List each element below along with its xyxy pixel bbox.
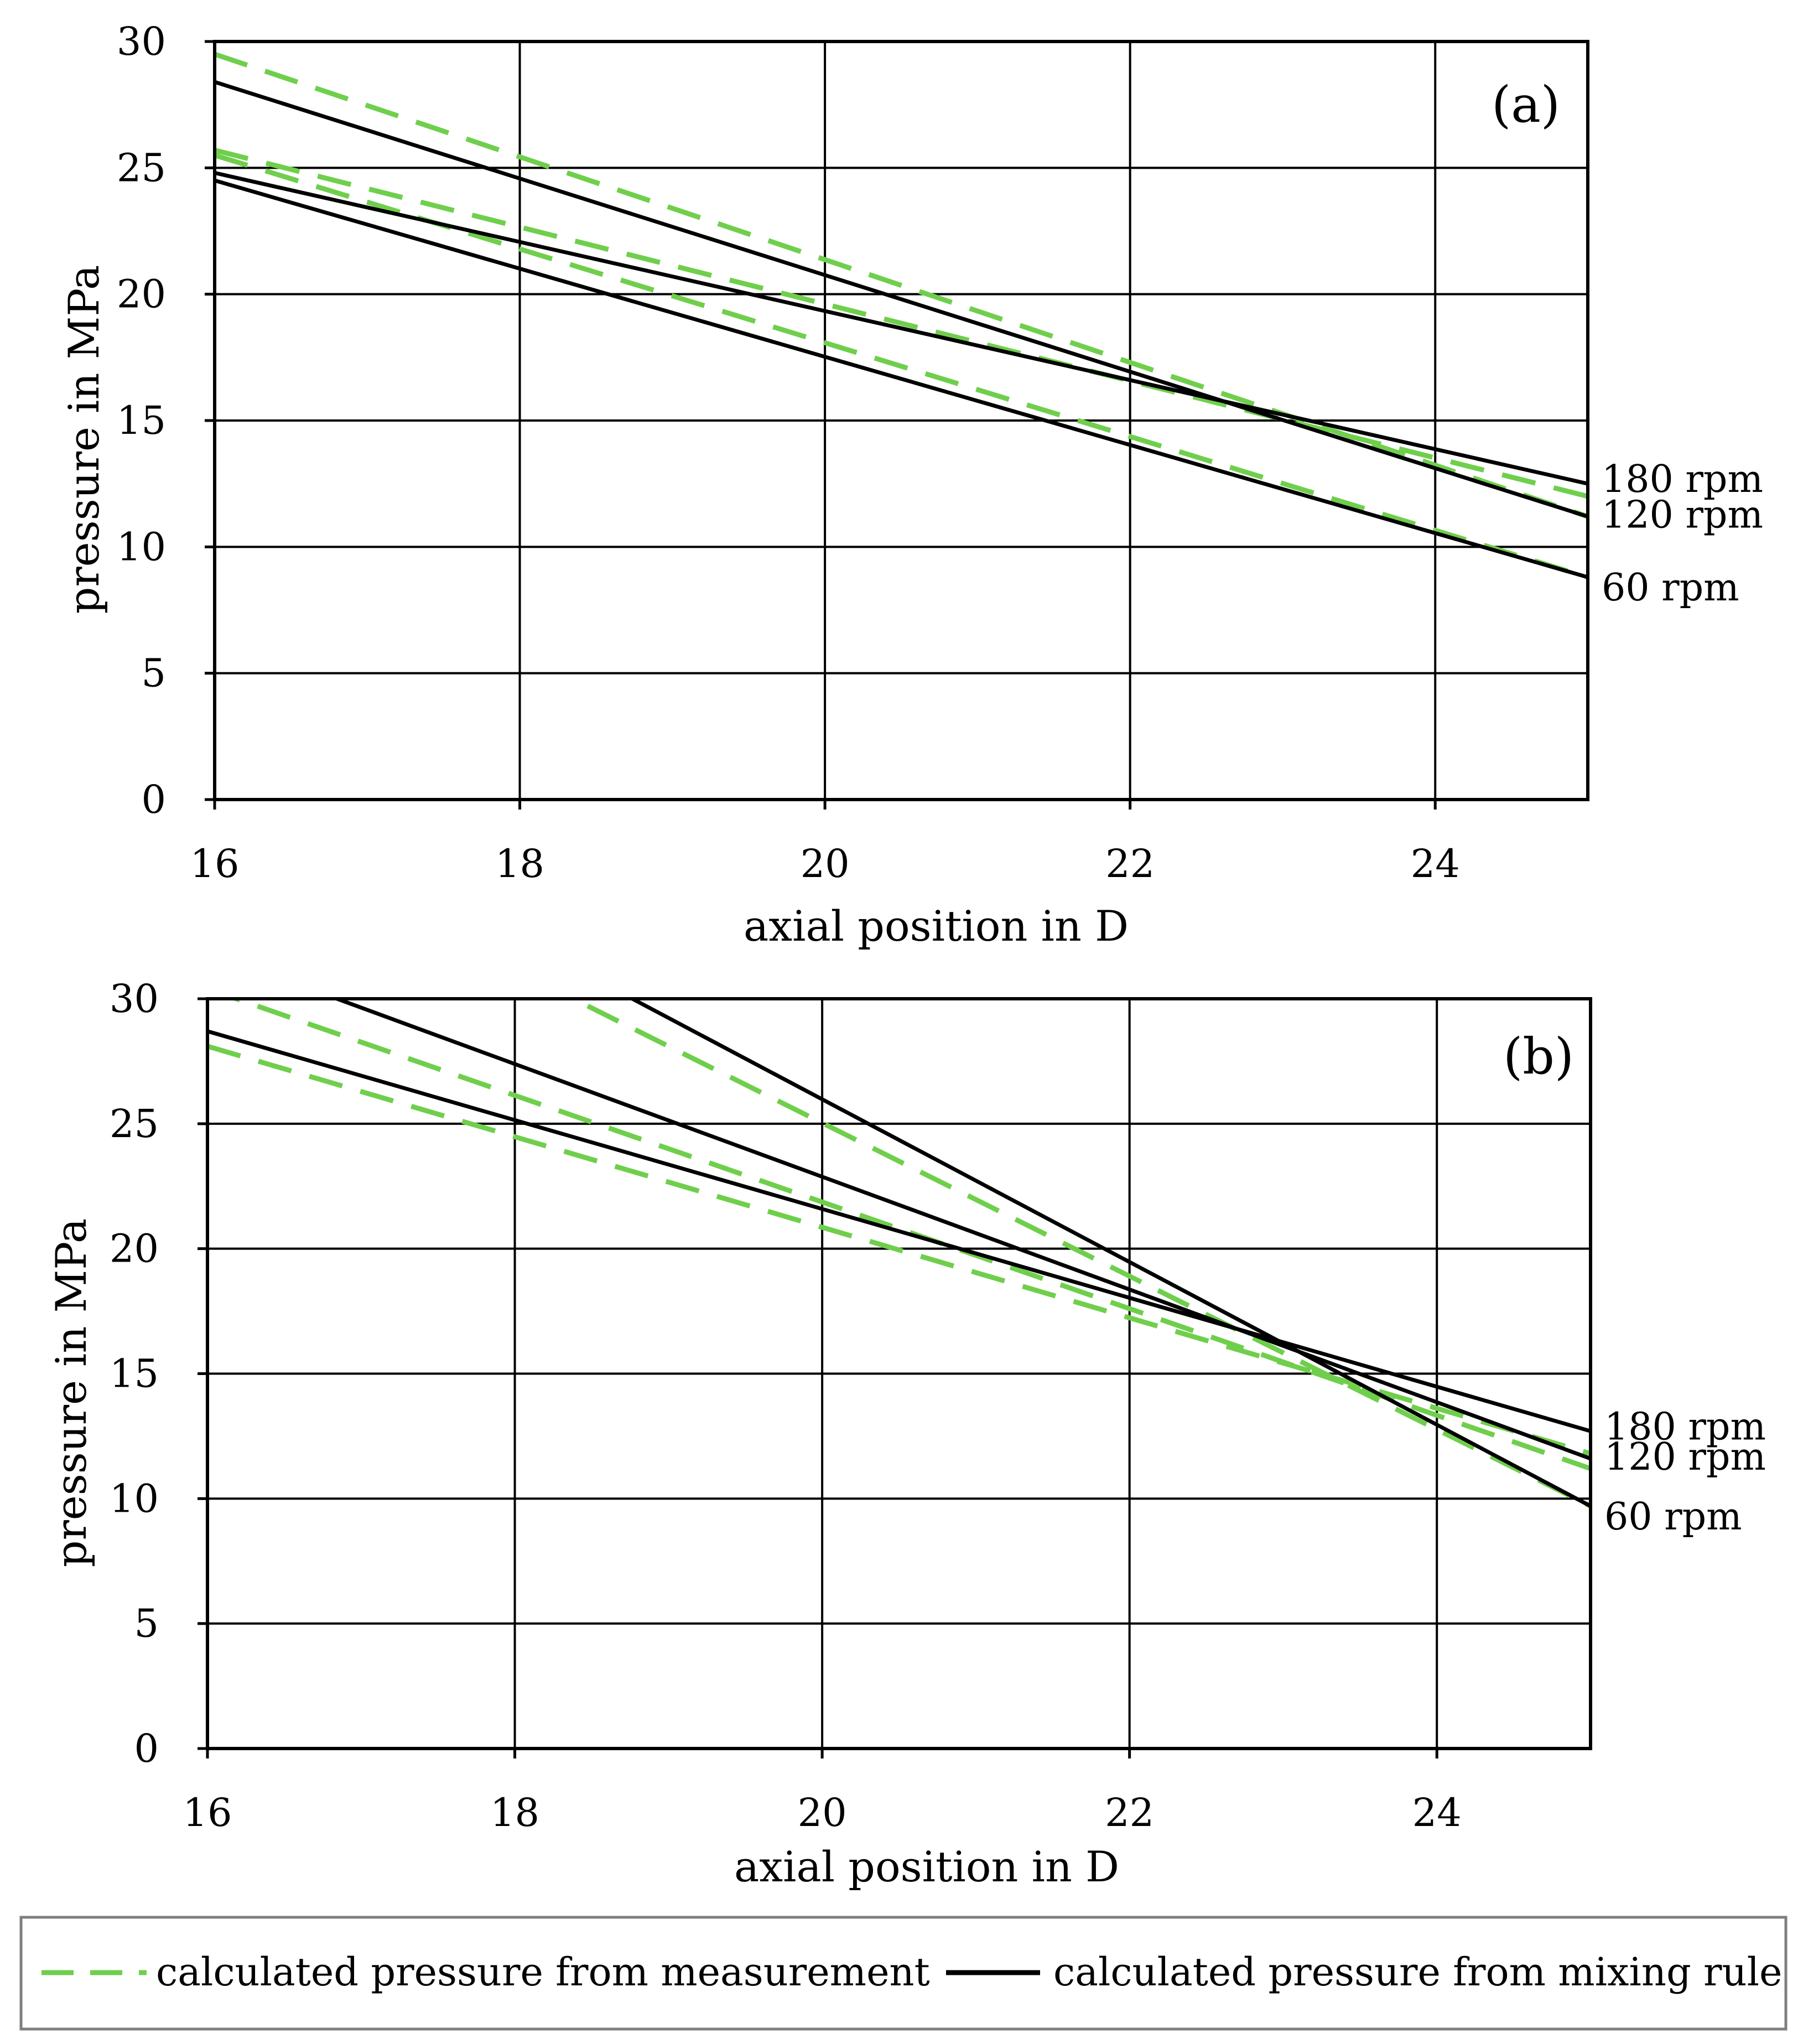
panel-a-series-mixing-rule-180-rpm xyxy=(215,171,1588,486)
panel-b-x-axis-title: axial position in D xyxy=(734,1842,1119,1891)
panel-a-label: (a) xyxy=(1492,76,1560,134)
panel-b-series-mixing-rule-60-rpm xyxy=(628,999,1591,1508)
panel-b-label: (b) xyxy=(1503,1028,1574,1086)
panel-b-grid xyxy=(207,998,1591,1749)
legend: calculated pressure from measurement cal… xyxy=(19,1916,1788,2031)
panel-a-series-mixing-rule-60-rpm xyxy=(215,178,1588,579)
panel-a-x-tick-label: 16 xyxy=(190,841,239,886)
panel-a-series-mixing-rule-120-rpm xyxy=(215,80,1588,518)
panel-b-series-mixing-rule-120-rpm xyxy=(331,999,1591,1461)
panel-a-y-axis-title: pressure in MPa xyxy=(59,265,108,614)
panel-a-x-ticks: 16 18 20 22 24 xyxy=(190,800,1460,886)
panel-a-x-tick-label: 24 xyxy=(1411,841,1460,886)
panel-a-series-measurement-180-rpm xyxy=(215,148,1588,499)
panel-b-x-ticks: 16 18 20 22 24 xyxy=(183,1749,1462,1835)
panel-b-y-tick-label: 15 xyxy=(110,1351,159,1397)
panel-b-x-tick-label: 24 xyxy=(1412,1790,1462,1835)
panel-b-x-tick-label: 16 xyxy=(183,1790,232,1835)
panel-b-y-tick-label: 30 xyxy=(110,976,159,1021)
panel-a-x-tick-label: 20 xyxy=(801,841,850,886)
panel-a-series-measurement-120-rpm xyxy=(215,51,1588,519)
panel-a-x-tick-label: 18 xyxy=(495,841,544,886)
panel-b-series-measurement-120-rpm xyxy=(228,999,1591,1471)
panel-a-y-tick-label: 5 xyxy=(141,651,166,696)
legend-measurement-label: calculated pressure from measurement xyxy=(156,1949,930,1995)
panel-b-series-measurement-180-rpm xyxy=(207,1044,1591,1456)
panel-a-y-tick-label: 30 xyxy=(117,19,166,64)
panel-a-y-tick-label: 15 xyxy=(117,398,166,443)
panel-b-series-mixing-rule-180-rpm xyxy=(207,1029,1591,1433)
panel-b-x-tick-label: 18 xyxy=(490,1790,539,1835)
panel-b-y-ticks: 0 5 10 15 20 25 30 xyxy=(110,976,207,1771)
panel-b-rpm-label: 180 rpm xyxy=(1604,1405,1766,1449)
panel-a-y-tick-label: 20 xyxy=(117,272,166,317)
panel-a-x-tick-label: 22 xyxy=(1105,841,1155,886)
panel-b-y-tick-label: 25 xyxy=(110,1101,159,1146)
panel-b-series xyxy=(207,999,1591,1508)
panel-a-rpm-label: 120 rpm xyxy=(1602,494,1763,537)
panel-a-rpm-label: 60 rpm xyxy=(1602,566,1739,610)
panel-b-rpm-label: 60 rpm xyxy=(1604,1495,1742,1539)
panel-b-y-tick-label: 0 xyxy=(134,1726,159,1771)
panel-b-rpm-label: 120 rpm xyxy=(1604,1435,1766,1479)
panel-b-y-tick-label: 10 xyxy=(110,1476,159,1521)
legend-box xyxy=(19,1916,1788,2031)
panel-a-x-axis-title: axial position in D xyxy=(744,901,1129,951)
panel-a-y-ticks: 0 5 10 15 20 25 30 xyxy=(117,19,215,822)
panel-a-series xyxy=(215,51,1588,580)
panel-a-y-tick-label: 0 xyxy=(141,777,166,822)
panel-b-x-tick-label: 22 xyxy=(1105,1790,1154,1835)
legend-mixing-label: calculated pressure from mixing rule xyxy=(1053,1949,1782,1995)
panel-b-y-tick-label: 5 xyxy=(134,1601,159,1646)
panel-b-x-tick-label: 20 xyxy=(798,1790,847,1835)
panel-b-y-axis-title: pressure in MPa xyxy=(46,1218,96,1568)
panel-b-series-measurement-60-rpm xyxy=(568,999,1591,1508)
panel-a-y-tick-label: 10 xyxy=(117,524,166,569)
panel-a-grid xyxy=(215,40,1588,800)
panel-a-y-tick-label: 25 xyxy=(117,145,166,190)
panel-b-y-tick-label: 20 xyxy=(110,1226,159,1272)
panel-a-rpm-label: 180 rpm xyxy=(1602,458,1763,501)
